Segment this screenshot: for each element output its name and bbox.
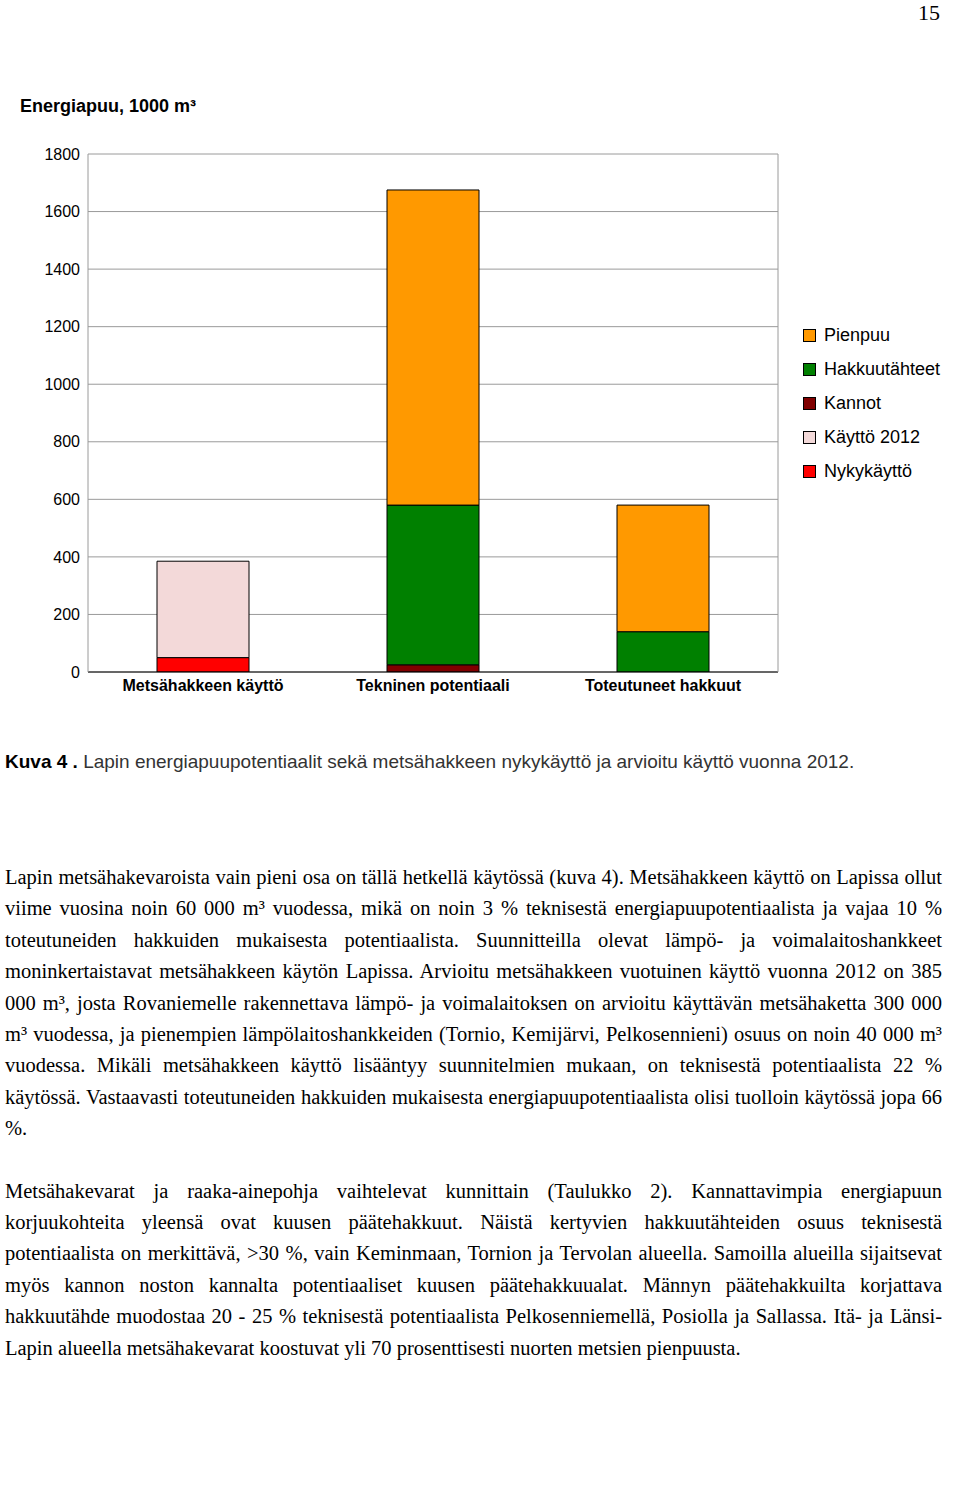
svg-text:1000: 1000 (44, 376, 80, 393)
html-text:Käyttö 2012: Käyttö 2012 (824, 426, 921, 447)
html-text:Lapin metsähakevaroista vain p: Lapin metsähakevaroista vain pieni osa o… (5, 866, 942, 1140)
svg-text:1200: 1200 (44, 318, 80, 335)
svg-text:Toteutuneet hakkuut: Toteutuneet hakkuut (585, 677, 742, 694)
svg-text:800: 800 (53, 433, 80, 450)
html-text:Kannot: Kannot (824, 392, 882, 413)
svg-text:1800: 1800 (44, 146, 80, 163)
html-text:15: 15 (918, 0, 940, 25)
svg-text:600: 600 (53, 491, 80, 508)
html-text:Energiapuu, 1000 m³: Energiapuu, 1000 m³ (20, 96, 197, 116)
html-text:Pienpuu: Pienpuu (824, 324, 891, 345)
svg-text:400: 400 (53, 549, 80, 566)
svg-text:1600: 1600 (44, 203, 80, 220)
svg-text:1400: 1400 (44, 261, 80, 278)
html-text:Nykykäyttö: Nykykäyttö (824, 460, 912, 481)
html-text:Kuva 4 . Lapin energiapuupoten: Kuva 4 . Lapin energiapuupotentiaalit se… (5, 751, 855, 772)
html-text:Metsähakevarat ja raaka-ainepo: Metsähakevarat ja raaka-ainepohja vaihte… (5, 1179, 942, 1359)
svg-text:Tekninen potentiaali: Tekninen potentiaali (356, 677, 510, 694)
svg-text:200: 200 (53, 606, 80, 623)
svg-text:Metsähakkeen käyttö: Metsähakkeen käyttö (123, 677, 284, 694)
svg-text:0: 0 (71, 664, 80, 681)
html-text:Hakkuutähteet: Hakkuutähteet (824, 358, 941, 379)
